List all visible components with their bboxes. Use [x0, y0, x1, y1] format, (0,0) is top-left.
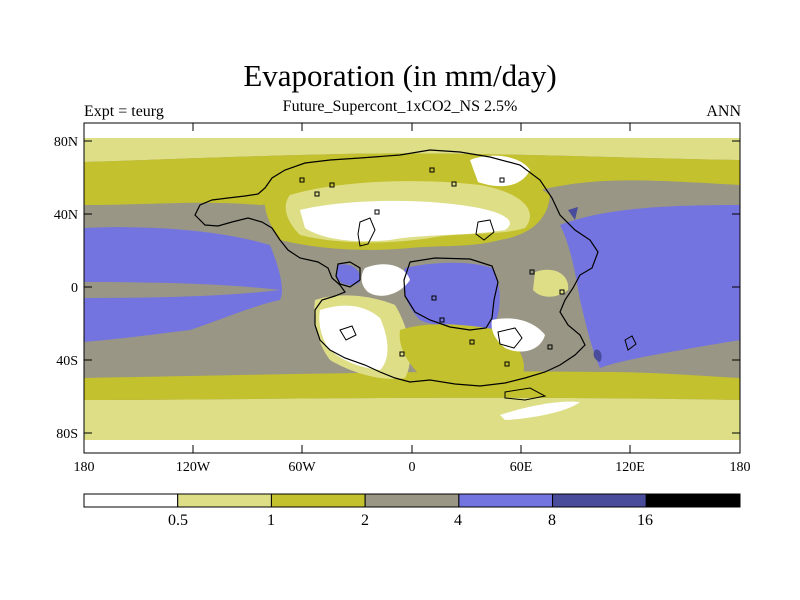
lon-labels: 180 120W 60W 0 60E 120E 180	[74, 460, 751, 475]
island-outline-east	[624, 335, 637, 351]
field-southeast-dry	[491, 318, 545, 352]
field-dark-patch-south	[593, 349, 602, 362]
field-east-coast-light	[533, 269, 569, 297]
colorbar-label: 0.5	[168, 512, 188, 529]
field-small-sea	[336, 264, 361, 286]
field-equatorial-gap	[84, 282, 280, 298]
lat-label: 40N	[54, 208, 78, 223]
field-south-streak	[500, 401, 580, 420]
lon-label: 180	[730, 460, 751, 475]
lake-outline-1	[357, 217, 376, 247]
lon-ticks	[83, 123, 741, 453]
field-continent-north-dry	[300, 200, 510, 242]
field-tropical-east-core	[640, 226, 740, 330]
field-inland-sea	[403, 262, 500, 331]
field-dark-patch-north	[568, 207, 578, 220]
lake-outline-4	[339, 325, 357, 341]
lake-outline-3	[497, 327, 523, 349]
lon-label: 60E	[510, 460, 533, 475]
colorbar	[83, 493, 741, 508]
colorbar-swatch	[364, 493, 460, 508]
lat-labels: 80N 40N 0 40S 80S	[54, 135, 78, 442]
continent-outline	[194, 149, 599, 387]
field-equatorial-dry	[361, 264, 410, 296]
map-fields	[84, 123, 740, 453]
season-label: ANN	[706, 103, 741, 120]
colorbar-swatch	[83, 493, 179, 508]
field-south-olive	[84, 371, 740, 400]
colorbar-label: 16	[637, 512, 653, 529]
field-north-light	[84, 138, 740, 162]
field-continent-southeast	[399, 324, 524, 385]
colorbar-swatch	[645, 493, 741, 508]
field-south-light	[84, 397, 740, 440]
experiment-label: Expt = teurg	[84, 103, 164, 120]
lat-label: 40S	[56, 354, 78, 369]
inland-sea-outline	[403, 257, 499, 331]
lon-label: 60W	[288, 460, 316, 475]
lat-label: 80S	[56, 427, 78, 442]
small-lakes	[299, 167, 565, 367]
island-outline-south	[504, 387, 547, 401]
lat-label: 80N	[54, 135, 78, 150]
map-title: Evaporation (in mm/day)	[243, 58, 557, 93]
lon-label: 0	[409, 460, 416, 475]
colorbar-swatch	[177, 493, 272, 508]
small-sea-outline	[335, 261, 361, 288]
lake-outline-2	[475, 219, 495, 241]
colorbar-label: 1	[267, 512, 275, 529]
lat-label: 0	[71, 281, 78, 296]
lon-label: 120E	[615, 460, 645, 475]
colorbar-swatch	[270, 493, 366, 508]
colorbar-label: 8	[548, 512, 556, 529]
colorbar-label: 4	[454, 512, 462, 529]
colorbar-label: 2	[361, 512, 369, 529]
lon-label: 120W	[176, 460, 211, 475]
colorbar-labels: 0.5 1 2 4 8 16	[168, 512, 653, 529]
lon-label: 180	[74, 460, 95, 475]
colorbar-swatch	[458, 493, 554, 508]
map-subtitle: Future_Supercont_1xCO2_NS 2.5%	[282, 98, 518, 115]
colorbar-swatch	[552, 493, 647, 508]
lat-ticks	[84, 140, 740, 434]
